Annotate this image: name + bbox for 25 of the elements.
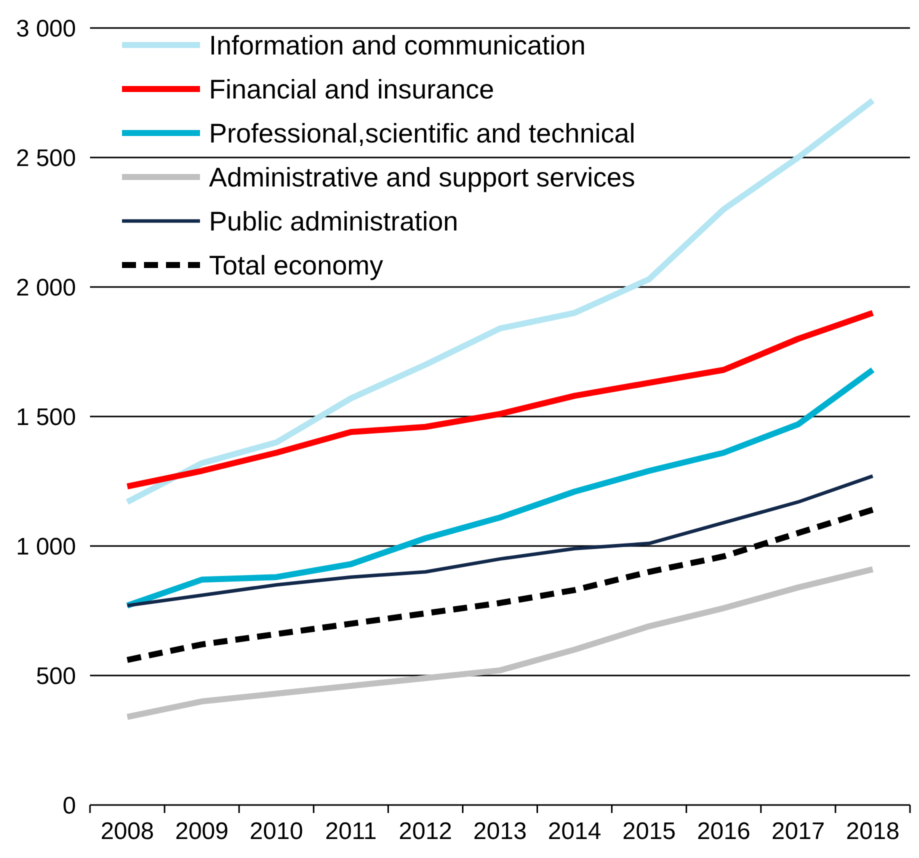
legend-label: Professional,scientific and technical <box>209 118 636 148</box>
y-tick-label: 1 000 <box>16 533 76 560</box>
y-tick-label: 500 <box>36 662 76 690</box>
legend-label: Financial and insurance <box>209 74 494 104</box>
legend-label: Total economy <box>209 250 384 280</box>
line-series <box>126 474 874 608</box>
x-tick-label: 2008 <box>100 818 154 845</box>
legend-label: Public administration <box>209 206 458 236</box>
y-tick-label: 0 <box>62 792 76 820</box>
x-tick-label: 2014 <box>548 818 602 845</box>
legend-label: Information and communication <box>209 30 586 60</box>
y-tick-label: 3 000 <box>16 15 76 42</box>
x-tick-label: 2011 <box>325 818 377 845</box>
x-tick-label: 2015 <box>622 818 676 845</box>
x-tick-label: 2010 <box>250 818 304 845</box>
legend-label: Administrative and support services <box>209 162 636 192</box>
x-tick-label: 2018 <box>846 818 900 845</box>
x-tick-label: 2016 <box>696 818 750 845</box>
y-tick-label: 1 500 <box>16 404 76 431</box>
x-tick-label: 2009 <box>175 818 229 845</box>
x-tick-label: 2013 <box>473 818 527 845</box>
y-tick-label: 2 500 <box>16 144 76 172</box>
y-tick-label: 2 000 <box>16 274 76 302</box>
x-tick-label: 2012 <box>398 818 452 845</box>
x-tick-label: 2017 <box>771 818 825 845</box>
